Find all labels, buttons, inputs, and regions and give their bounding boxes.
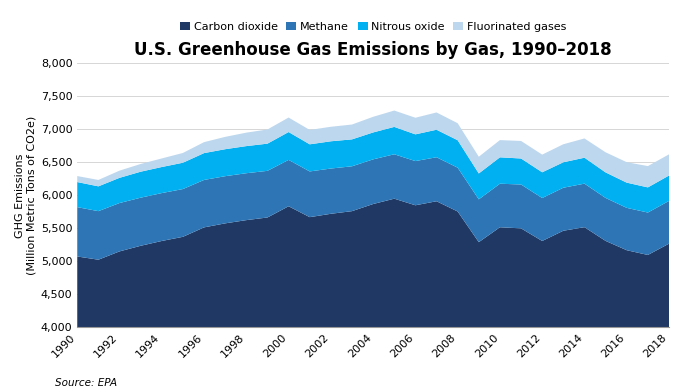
Y-axis label: GHG Emissions
(Million Metric Tons of CO2e): GHG Emissions (Million Metric Tons of CO… [15, 116, 37, 275]
Legend: Carbon dioxide, Methane, Nitrous oxide, Fluorinated gases: Carbon dioxide, Methane, Nitrous oxide, … [181, 21, 566, 32]
Title: U.S. Greenhouse Gas Emissions by Gas, 1990–2018: U.S. Greenhouse Gas Emissions by Gas, 19… [134, 41, 612, 59]
Text: Source: EPA: Source: EPA [55, 378, 117, 388]
